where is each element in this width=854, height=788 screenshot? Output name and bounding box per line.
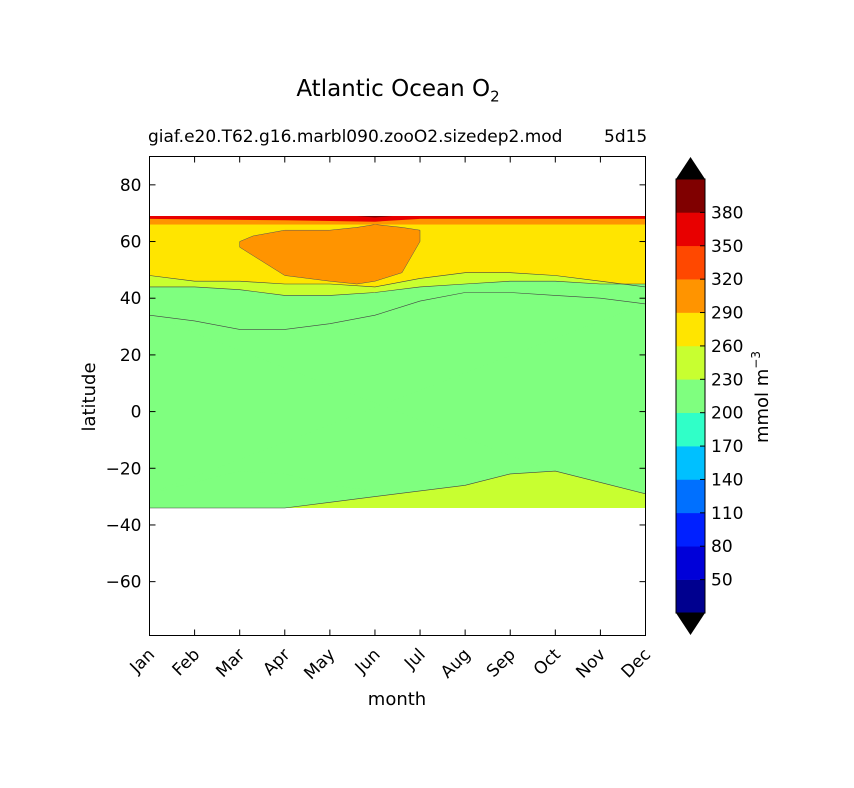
colorbar-tick-label: 350 — [711, 237, 743, 257]
colorbar-band — [676, 579, 705, 614]
colorbar-tick-label: 380 — [711, 203, 743, 223]
y-tick-label: 60 — [120, 233, 142, 253]
contour-line-260 — [149, 280, 646, 296]
contour-line-290 — [149, 272, 646, 288]
x-tick-label: Jan — [126, 645, 159, 678]
x-tick-label: Dec — [618, 645, 655, 682]
title-subscript: 2 — [490, 87, 500, 106]
colorbar-tick-label: 170 — [711, 437, 743, 457]
colorbar-band — [676, 245, 705, 280]
fill-orange-tongue — [239, 224, 421, 285]
x-tick-label: May — [300, 645, 339, 684]
colorbar-band — [676, 379, 705, 413]
colorbar-tick-label: 230 — [711, 370, 743, 390]
colorbar-band — [676, 279, 705, 313]
colorbar-tick-label: 110 — [711, 504, 743, 524]
colorbar-tick-label: 50 — [711, 571, 733, 591]
chart-title: Atlantic Ocean O2 — [296, 76, 500, 106]
colorbar-tick-label: 200 — [711, 404, 743, 424]
colorbar-band — [676, 179, 705, 213]
x-tick-label: Sep — [483, 645, 520, 682]
colorbar-under-arrow — [676, 613, 705, 635]
colorbar-tick-label: 80 — [711, 537, 733, 557]
contour-line-230 — [149, 292, 646, 330]
y-axis-label: latitude — [79, 362, 100, 431]
x-tick-label: Oct — [530, 645, 565, 680]
y-tick-label: −20 — [106, 459, 142, 479]
plot-frame — [149, 156, 646, 636]
colorbar: 50 80 110 140 170 200 230 260 290 320 350 380 mmol m… — [675, 157, 773, 635]
x-tick-label: Jun — [351, 645, 385, 679]
colorbar-band — [676, 512, 705, 547]
x-tick-label: Aug — [437, 645, 475, 683]
fill-orange-strip — [149, 218, 646, 225]
x-tick-label: Feb — [169, 645, 204, 680]
colorbar-band — [676, 479, 705, 514]
fill-band-green-core — [149, 292, 646, 508]
run-tag-label: 5d15 — [604, 127, 648, 147]
y-tick-label: 80 — [120, 176, 142, 196]
y-tick-label: 20 — [120, 346, 142, 366]
colorbar-band — [676, 345, 705, 380]
run-name-label: giaf.e20.T62.g16.marbl090.zooO2.sizedep2… — [148, 127, 563, 147]
colorbar-band — [676, 412, 705, 447]
fill-darkred-spot — [356, 216, 393, 218]
x-tick-label: Apr — [259, 645, 294, 680]
colorbar-tick-label: 260 — [711, 337, 743, 357]
x-tick-label: Nov — [572, 645, 610, 683]
fill-red-band — [149, 216, 646, 222]
colorbar-tick-label: 320 — [711, 270, 743, 290]
colorbar-band — [676, 446, 705, 480]
x-tick-label: Jul — [400, 645, 429, 674]
colorbar-label-superscript: −3 — [749, 351, 763, 369]
colorbar-tick-label: 140 — [711, 470, 743, 490]
y-tick-label: 0 — [131, 403, 142, 423]
colorbar-frame — [675, 178, 706, 614]
colorbar-band — [676, 312, 705, 347]
contour-line-200 — [149, 470, 646, 509]
colorbar-tick-label: 290 — [711, 304, 743, 324]
colorbar-band — [676, 212, 705, 247]
y-axis: 80 60 40 20 0 −20 −40 −60 — [106, 176, 646, 593]
colorbar-band — [676, 546, 705, 580]
fill-south-band — [149, 471, 646, 508]
y-tick-label: −40 — [106, 516, 142, 536]
colorbar-label: mmol m−3 — [749, 351, 773, 443]
x-tick-label: Mar — [212, 645, 249, 682]
contour-fills — [149, 216, 646, 509]
x-axis-label: month — [368, 689, 426, 710]
y-tick-label: 40 — [120, 289, 142, 309]
colorbar-over-arrow — [676, 157, 705, 179]
y-tick-label: −60 — [106, 573, 142, 593]
